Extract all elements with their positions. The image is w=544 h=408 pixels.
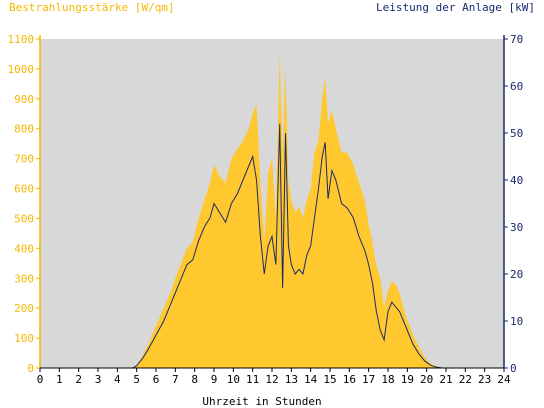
- right-tick-label: 0: [510, 362, 517, 375]
- irradiance-series: [40, 50, 504, 369]
- x-tick-label: 2: [75, 373, 82, 386]
- right-tick-label: 70: [510, 33, 523, 46]
- left-tick-label: 1000: [8, 63, 35, 76]
- x-tick-label: 1: [56, 373, 63, 386]
- power-line: [40, 123, 504, 369]
- left-tick-label: 400: [14, 242, 34, 255]
- x-tick-label: 23: [478, 373, 491, 386]
- right-tick-label: 30: [510, 221, 523, 234]
- left-tick-label: 900: [14, 93, 34, 106]
- x-tick-label: 7: [172, 373, 179, 386]
- axes: 0100200300400500600700800900100011000102…: [8, 33, 524, 386]
- right-axis-title: Leistung der Anlage [kW]: [376, 1, 535, 14]
- x-tick-label: 20: [420, 373, 433, 386]
- x-tick-label: 6: [153, 373, 160, 386]
- x-tick-label: 14: [304, 373, 318, 386]
- x-tick-label: 3: [95, 373, 102, 386]
- x-tick-label: 13: [285, 373, 298, 386]
- left-tick-label: 1100: [8, 33, 35, 46]
- irradiance-area: [40, 50, 504, 369]
- left-tick-label: 200: [14, 302, 34, 315]
- right-tick-label: 20: [510, 268, 523, 281]
- x-tick-label: 16: [343, 373, 356, 386]
- right-tick-label: 60: [510, 80, 523, 93]
- left-tick-label: 300: [14, 272, 34, 285]
- left-tick-label: 600: [14, 183, 34, 196]
- right-tick-label: 40: [510, 174, 523, 187]
- x-tick-label: 22: [459, 373, 472, 386]
- right-tick-label: 50: [510, 127, 523, 140]
- x-axis-label: Uhrzeit in Stunden: [202, 395, 321, 408]
- x-tick-label: 5: [133, 373, 140, 386]
- x-tick-label: 19: [401, 373, 414, 386]
- x-tick-label: 9: [211, 373, 218, 386]
- right-tick-label: 10: [510, 315, 523, 328]
- x-tick-label: 15: [323, 373, 336, 386]
- left-axis-title: Bestrahlungsstärke [W/qm]: [9, 1, 175, 14]
- x-tick-label: 17: [362, 373, 375, 386]
- x-tick-label: 18: [381, 373, 394, 386]
- x-tick-label: 21: [439, 373, 452, 386]
- power-series: [40, 123, 504, 369]
- x-tick-label: 11: [246, 373, 259, 386]
- left-tick-label: 800: [14, 123, 34, 136]
- left-tick-label: 700: [14, 153, 34, 166]
- x-tick-label: 0: [37, 373, 44, 386]
- left-tick-label: 500: [14, 212, 34, 225]
- x-tick-label: 4: [114, 373, 121, 386]
- x-tick-label: 24: [497, 373, 511, 386]
- x-tick-label: 10: [227, 373, 240, 386]
- left-tick-label: 100: [14, 332, 34, 345]
- x-tick-label: 12: [265, 373, 278, 386]
- x-tick-label: 8: [191, 373, 198, 386]
- left-tick-label: 0: [27, 362, 34, 375]
